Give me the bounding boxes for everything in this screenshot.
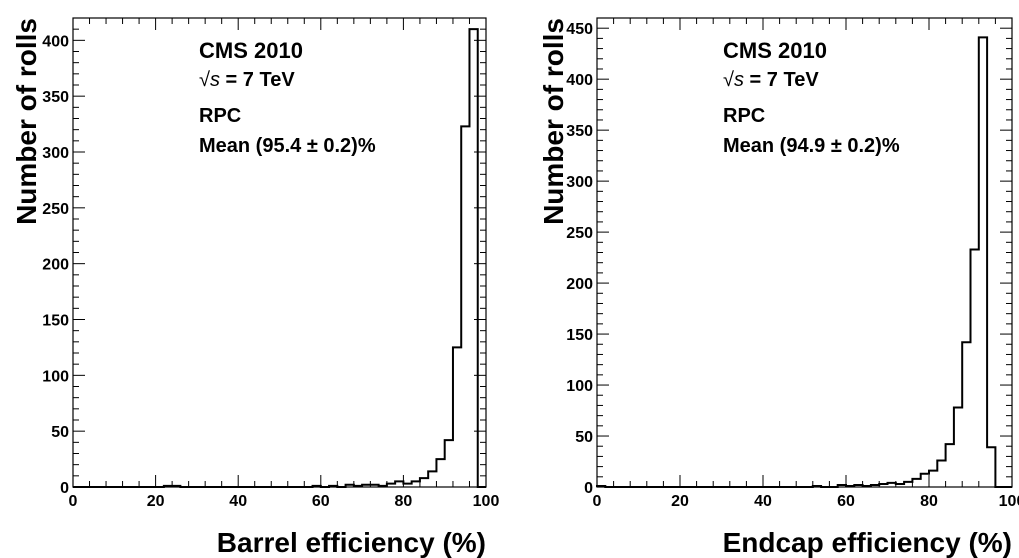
barrel-energy-prefix: √s: [199, 69, 220, 91]
endcap-energy-prefix: √s: [723, 69, 744, 91]
endcap-y-tick-label: 200: [566, 276, 593, 293]
endcap-energy-label: √s = 7 TeV: [723, 69, 819, 91]
endcap-histogram-panel: 020406080100050100150200250300350400450 …: [538, 18, 1019, 558]
barrel-y-tick-label: 350: [42, 89, 69, 106]
barrel-y-tick-label: 200: [42, 257, 69, 274]
endcap-y-axis-title: Number of rolls: [538, 18, 569, 225]
endcap-x-tick-label: 60: [837, 493, 855, 510]
endcap-x-tick-label: 0: [593, 493, 602, 510]
endcap-y-tick-label: 300: [566, 174, 593, 191]
endcap-x-tick-label: 80: [920, 493, 938, 510]
endcap-x-tick-label: 40: [754, 493, 772, 510]
endcap-y-tick-label: 150: [566, 327, 593, 344]
endcap-experiment-label: CMS 2010: [723, 38, 827, 63]
barrel-experiment-label: CMS 2010: [199, 38, 303, 63]
barrel-y-axis-title: Number of rolls: [11, 18, 42, 225]
endcap-y-tick-label: 350: [566, 123, 593, 140]
endcap-x-tick-label: 100: [999, 493, 1019, 510]
endcap-mean-label: Mean (94.9 ± 0.2)%: [723, 135, 900, 157]
endcap-detector-label: RPC: [723, 105, 765, 127]
barrel-histogram-bars: [73, 29, 486, 487]
barrel-y-tick-label: 250: [42, 201, 69, 218]
barrel-tick-labels: 0 20 40 60 80 100 0 50 100 150 200 250 300 350 400: [42, 33, 499, 510]
barrel-x-tick-label: 20: [147, 493, 165, 510]
endcap-histogram-bars: [597, 37, 1012, 487]
endcap-x-tick-label: 20: [671, 493, 689, 510]
barrel-y-tick-label: 150: [42, 313, 69, 330]
endcap-x-axis-title: Endcap efficiency (%): [723, 527, 1012, 558]
barrel-energy-label: √s = 7 TeV: [199, 69, 295, 91]
barrel-y-tick-label: 300: [42, 145, 69, 162]
barrel-y-tick-label: 50: [51, 424, 69, 441]
barrel-x-tick-label: 100: [473, 493, 500, 510]
barrel-x-tick-label: 60: [312, 493, 330, 510]
barrel-energy-suffix: = 7 TeV: [220, 69, 295, 91]
barrel-detector-label: RPC: [199, 105, 241, 127]
endcap-energy-suffix: = 7 TeV: [744, 69, 819, 91]
barrel-mean-label: Mean (95.4 ± 0.2)%: [199, 135, 376, 157]
endcap-y-tick-label: 100: [566, 378, 593, 395]
barrel-histogram-panel: 0 20 40 60 80 100 0 50 100 150 200 250 300 350 400 Num…: [11, 18, 499, 558]
endcap-y-tick-label: 450: [566, 21, 593, 38]
barrel-x-tick-label: 80: [395, 493, 413, 510]
barrel-x-tick-label: 0: [69, 493, 78, 510]
endcap-tick-labels: 0 20 40 60 80 100 0 50 100 150 200 250 300 350 400 450: [566, 21, 1019, 510]
endcap-y-tick-label: 250: [566, 225, 593, 242]
endcap-y-tick-label: 50: [575, 429, 593, 446]
endcap-y-tick-label: 400: [566, 72, 593, 89]
barrel-y-tick-label: 400: [42, 33, 69, 50]
endcap-y-tick-label: 0: [584, 480, 593, 497]
barrel-x-tick-label: 40: [229, 493, 247, 510]
barrel-y-tick-label: 100: [42, 368, 69, 385]
barrel-x-axis-title: Barrel efficiency (%): [217, 527, 486, 558]
barrel-y-tick-label: 0: [60, 480, 69, 497]
